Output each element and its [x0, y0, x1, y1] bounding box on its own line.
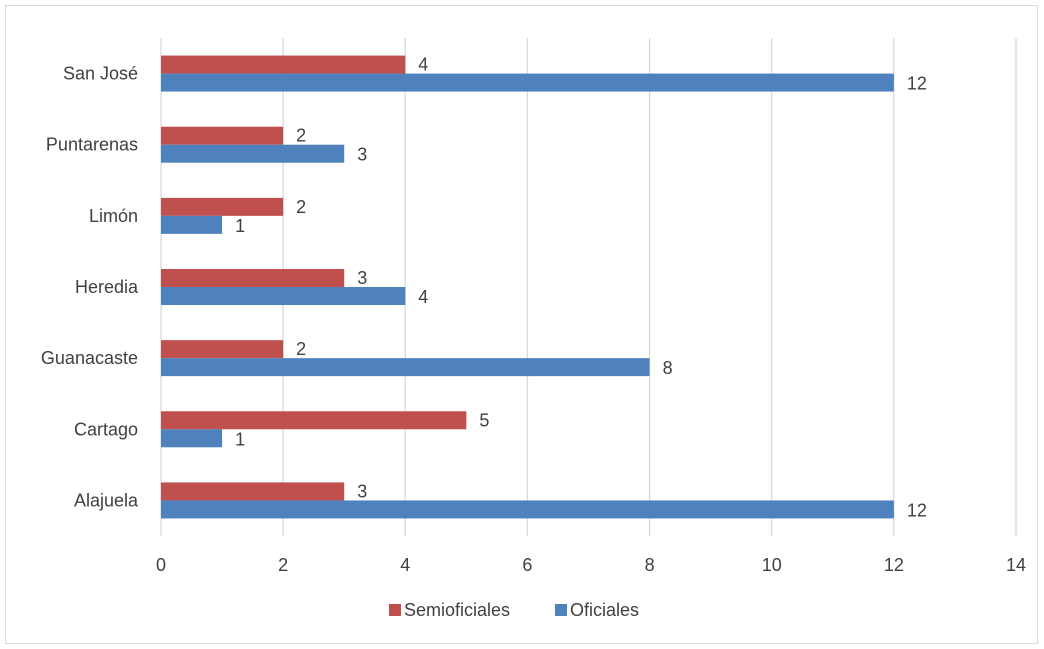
x-tick-label: 4 — [400, 555, 410, 575]
bar-semioficiales-alajuela — [161, 482, 345, 501]
legend-label-semioficiales: Semioficiales — [404, 600, 510, 620]
x-tick-label: 2 — [278, 555, 288, 575]
category-labels: Alajuela Cartago Guanacaste Heredia Limón Pun… — [41, 64, 139, 511]
data-label: 3 — [357, 481, 367, 501]
data-label: 4 — [418, 287, 428, 307]
legend-swatch-oficiales — [555, 604, 567, 616]
legend-swatch-semioficiales — [389, 604, 401, 616]
bar-oficiales-cartago — [161, 429, 223, 448]
bar-semioficiales-san josé — [161, 55, 406, 74]
x-tick-label: 14 — [1006, 555, 1026, 575]
bar-semioficiales-guanacaste — [161, 340, 284, 359]
data-label: 5 — [479, 410, 489, 430]
legend: Semioficiales Oficiales — [389, 600, 639, 620]
bar-oficiales-heredia — [161, 287, 406, 305]
bars — [161, 55, 894, 519]
category-label: Alajuela — [74, 490, 139, 510]
data-label: 12 — [907, 74, 927, 94]
bar-semioficiales-puntarenas — [161, 126, 284, 145]
x-tick-label: 6 — [522, 555, 532, 575]
bar-oficiales-puntarenas — [161, 144, 345, 163]
gridlines — [160, 38, 1017, 536]
data-label: 12 — [907, 500, 927, 520]
legend-label-oficiales: Oficiales — [570, 600, 639, 620]
bar-semioficiales-heredia — [161, 269, 345, 287]
category-label: Heredia — [75, 277, 139, 297]
data-label: 8 — [663, 358, 673, 378]
data-label: 4 — [418, 55, 428, 75]
data-label: 1 — [235, 429, 245, 449]
bar-oficiales-limón — [161, 215, 223, 234]
data-label: 3 — [357, 145, 367, 165]
data-label: 1 — [235, 216, 245, 236]
bar-oficiales-alajuela — [161, 500, 894, 519]
data-label: 2 — [296, 197, 306, 217]
data-label: 3 — [357, 268, 367, 288]
category-label: Puntarenas — [46, 135, 138, 155]
category-label: Cartago — [74, 419, 138, 439]
x-tick-label: 0 — [156, 555, 166, 575]
x-tick-label: 8 — [645, 555, 655, 575]
bar-semioficiales-cartago — [161, 411, 467, 430]
category-label: San José — [63, 64, 138, 84]
x-tick-labels: 0 2 4 6 8 10 12 14 — [156, 555, 1026, 575]
category-label: Limón — [89, 206, 138, 226]
x-tick-label: 10 — [762, 555, 782, 575]
bar-oficiales-san josé — [161, 73, 894, 92]
category-label: Guanacaste — [41, 348, 138, 368]
data-label: 2 — [296, 339, 306, 359]
x-tick-label: 12 — [884, 555, 904, 575]
data-label: 2 — [296, 126, 306, 146]
chart-frame — [5, 5, 1038, 644]
bar-semioficiales-limón — [161, 197, 284, 216]
bar-oficiales-guanacaste — [161, 358, 650, 377]
